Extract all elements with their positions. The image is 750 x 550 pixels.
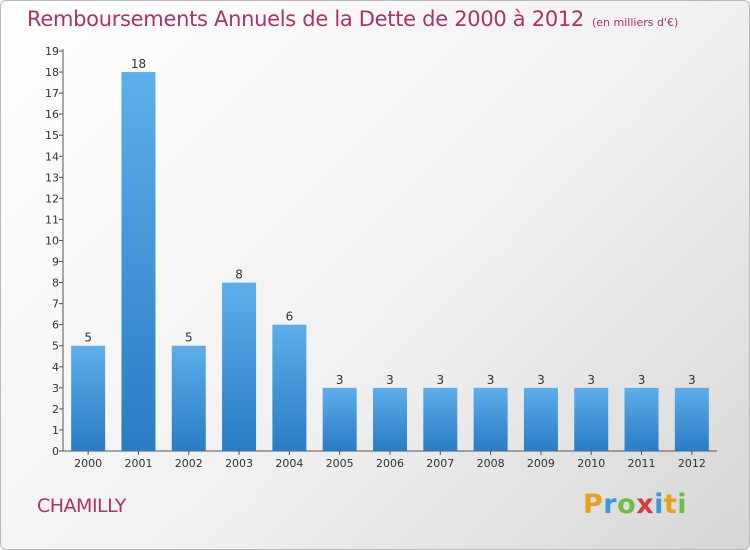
y-tick-label: 9: [52, 256, 59, 269]
bar-value-label: 3: [587, 373, 595, 387]
x-tick-label: 2006: [376, 457, 404, 470]
y-tick-label: 19: [45, 45, 59, 58]
chart-title-text: Remboursements Annuels de la Dette de 20…: [27, 7, 584, 31]
logo-letter: t: [663, 489, 678, 520]
y-tick-label: 1: [52, 424, 59, 437]
bar: [473, 387, 508, 451]
y-tick-label: 6: [52, 319, 59, 332]
bar-value-label: 3: [537, 373, 545, 387]
x-tick-label: 2000: [74, 457, 102, 470]
x-tick-label: 2012: [678, 457, 706, 470]
y-tick-label: 16: [45, 108, 59, 121]
y-tick-label: 3: [52, 382, 59, 395]
y-tick-label: 17: [45, 87, 59, 100]
logo-letter: i: [654, 489, 664, 520]
bar-value-label: 5: [84, 331, 92, 345]
x-tick-label: 2007: [426, 457, 454, 470]
logo-letter: x: [636, 489, 655, 520]
y-tick-label: 18: [45, 66, 59, 79]
y-tick-label: 11: [45, 213, 59, 226]
y-tick-label: 10: [45, 234, 59, 247]
logo-letter: i: [677, 489, 688, 520]
x-tick-label: 2004: [275, 457, 303, 470]
logo-letter: P: [583, 489, 604, 520]
x-tick-label: 2011: [628, 457, 656, 470]
bar-value-label: 5: [185, 331, 193, 345]
chart-bars: 5 18 5 8 6 3 3 3 3 3 3 3 3: [71, 57, 709, 451]
bar: [121, 72, 156, 451]
chart-title: Remboursements Annuels de la Dette de 20…: [27, 7, 678, 31]
x-tick-label: 2003: [225, 457, 253, 470]
bar-value-label: 18: [131, 57, 146, 71]
bar-value-label: 6: [286, 310, 294, 324]
bar: [322, 387, 357, 451]
bar: [574, 387, 609, 451]
y-tick-label: 14: [45, 150, 59, 163]
y-tick-label: 8: [52, 277, 59, 290]
bar-value-label: 3: [436, 373, 444, 387]
bar-value-label: 3: [336, 373, 344, 387]
bar: [423, 387, 458, 451]
bar-value-label: 8: [235, 268, 243, 282]
bar: [222, 282, 257, 451]
bar: [373, 387, 407, 451]
y-tick-label: 12: [45, 192, 59, 205]
bar-value-label: 3: [688, 373, 696, 387]
bar: [171, 345, 206, 451]
city-name: CHAMILLY: [37, 495, 126, 517]
x-tick-label: 2005: [326, 457, 354, 470]
bar: [624, 387, 659, 451]
x-tick-label: 2001: [124, 457, 152, 470]
x-tick-label: 2008: [477, 457, 505, 470]
y-tick-label: 15: [45, 129, 59, 142]
y-tick-label: 5: [52, 340, 59, 353]
y-tick-label: 4: [52, 361, 59, 374]
bar: [674, 387, 709, 451]
proxiti-logo[interactable]: Proxiti: [583, 489, 687, 520]
x-tick-label: 2010: [577, 457, 605, 470]
y-tick-label: 0: [52, 445, 59, 458]
bar: [71, 345, 106, 451]
logo-letter: r: [603, 489, 618, 520]
bar-value-label: 3: [386, 373, 394, 387]
y-tick-label: 7: [52, 298, 59, 311]
logo-letter: o: [617, 489, 637, 520]
chart-unit-note: (en milliers d'€): [592, 16, 679, 29]
x-tick-label: 2009: [527, 457, 555, 470]
bar: [523, 387, 558, 451]
x-tick-label: 2002: [175, 457, 203, 470]
y-tick-label: 2: [52, 403, 59, 416]
y-tick-label: 13: [45, 171, 59, 184]
bar-value-label: 3: [487, 373, 495, 387]
bar: [272, 324, 307, 451]
bar-value-label: 3: [638, 373, 646, 387]
